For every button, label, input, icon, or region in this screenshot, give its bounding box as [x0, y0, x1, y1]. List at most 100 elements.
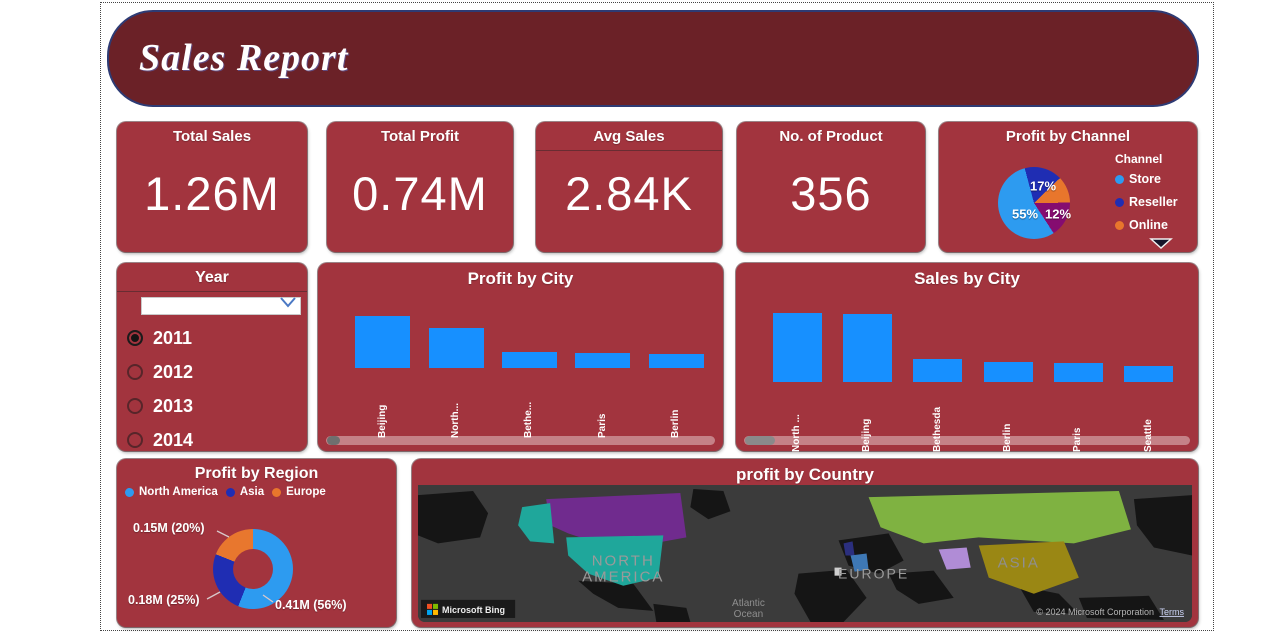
scrollbar-thumb[interactable]	[745, 436, 775, 445]
horizontal-scrollbar[interactable]	[744, 436, 1190, 445]
year-option-label: 2014	[153, 429, 194, 450]
legend-label: North America	[139, 486, 218, 498]
pie-percent-label: 55%	[1011, 206, 1039, 222]
bar-column: North ...	[772, 313, 822, 452]
bar-column: Paris	[575, 316, 631, 438]
map-country-france[interactable]	[850, 553, 869, 572]
pie-percent-label: 12%	[1044, 206, 1072, 222]
profit-by-region-card: Profit by Region North America Asia Europe…	[117, 459, 396, 627]
chevron-down-icon[interactable]	[278, 292, 298, 312]
map-label-ocean: Ocean	[734, 609, 763, 620]
map-attribution: © 2024 Microsoft Corporation	[1036, 607, 1154, 617]
donut-callout: 0.15M (20%)	[133, 521, 205, 535]
map-terms-link[interactable]: Terms	[1160, 607, 1185, 617]
legend-item-reseller[interactable]: Reseller	[1115, 195, 1191, 209]
kpi-label: No. of Product	[779, 128, 883, 145]
donut-ring[interactable]	[213, 529, 293, 609]
scrollbar-thumb[interactable]	[327, 436, 340, 445]
kpi-card-product-count[interactable]: No. of Product 356	[737, 122, 925, 252]
radio-unselected-icon[interactable]	[127, 432, 143, 448]
legend-scroll-down-icon[interactable]	[1149, 238, 1173, 249]
year-option-list: 2011 2012 2013 2014	[127, 321, 301, 457]
card-divider	[536, 150, 722, 151]
profit-by-city-card: Profit by City Beijing North... Bethe... Pa…	[318, 263, 723, 451]
year-option-2014[interactable]: 2014	[127, 423, 301, 457]
legend-dot-icon	[225, 487, 235, 497]
legend-item-store[interactable]: Store	[1115, 172, 1191, 186]
legend-item-north-america[interactable]: North America	[125, 486, 218, 498]
bar-berlin[interactable]	[648, 354, 704, 368]
region-legend: North America Asia Europe	[125, 486, 392, 498]
profit-by-channel-card: Profit by Channel 17% 55% 12% Channel St…	[939, 122, 1197, 252]
bar-bethesda[interactable]	[913, 359, 963, 382]
sales-by-city-card: Sales by City North ... Beijing Bethesda Be…	[736, 263, 1198, 452]
year-option-2011[interactable]: 2011	[127, 321, 301, 355]
radio-selected-icon[interactable]	[127, 330, 143, 346]
donut-callout: 0.41M (56%)	[275, 598, 347, 612]
bar-seattle[interactable]	[1124, 366, 1174, 382]
kpi-label: Total Profit	[380, 128, 460, 145]
kpi-label: Avg Sales	[593, 128, 665, 145]
year-slicer-card: Year 2011 2012 2013	[117, 263, 307, 451]
year-option-2013[interactable]: 2013	[127, 389, 301, 423]
map-label-europe: EUROPE	[838, 566, 909, 582]
bing-label: Microsoft Bing	[442, 605, 505, 615]
bar-paris[interactable]	[1053, 362, 1103, 382]
map-landmass	[418, 489, 1192, 622]
legend-dot-icon	[1115, 220, 1124, 230]
kpi-label: Total Sales	[172, 128, 252, 145]
year-dropdown[interactable]	[141, 297, 301, 315]
bar-beijing[interactable]	[842, 314, 892, 382]
kpi-card-avg-sales[interactable]: Avg Sales 2.84K	[536, 122, 722, 252]
radio-unselected-icon[interactable]	[127, 398, 143, 414]
dashboard-board: Sales Report Total Sales 1.26M Total Pro…	[100, 2, 1214, 631]
map-country-uk[interactable]	[843, 541, 855, 556]
chart-title: profit by Country	[736, 465, 874, 484]
map-country-alaska[interactable]	[518, 503, 555, 544]
horizontal-scrollbar[interactable]	[326, 436, 715, 445]
x-axis-label: Berlin	[670, 409, 682, 438]
map-country-kazakhstan[interactable]	[938, 547, 971, 570]
map-country-portugal[interactable]	[834, 567, 842, 576]
bar-column: Berlin	[983, 313, 1033, 452]
legend-title: Channel	[1115, 152, 1163, 166]
legend-item-asia[interactable]: Asia	[225, 486, 265, 498]
map-country-canada[interactable]	[546, 493, 687, 544]
map-country-china[interactable]	[978, 541, 1079, 594]
legend-label: Asia	[239, 486, 265, 498]
channel-legend: Channel Store Reseller Online	[1115, 152, 1191, 241]
year-option-label: 2012	[153, 361, 194, 382]
legend-label: Reseller	[1129, 195, 1178, 209]
year-option-2012[interactable]: 2012	[127, 355, 301, 389]
channel-pie-chart[interactable]	[998, 167, 1070, 239]
map-country-russia[interactable]	[868, 491, 1131, 544]
kpi-value: 1.26M	[144, 167, 280, 220]
legend-dot-icon	[272, 487, 282, 497]
region-donut-chart[interactable]	[213, 529, 293, 609]
bar-north[interactable]	[772, 313, 822, 382]
legend-item-online[interactable]: Online	[1115, 218, 1191, 232]
kpi-card-total-sales[interactable]: Total Sales 1.26M	[117, 122, 307, 252]
bar-column: Bethe...	[501, 316, 557, 438]
bar-north[interactable]	[428, 328, 484, 368]
radio-unselected-icon[interactable]	[127, 364, 143, 380]
legend-dot-icon	[1115, 174, 1124, 184]
x-axis-label: Bethe...	[523, 401, 535, 438]
bar-beijing[interactable]	[355, 316, 411, 368]
map-label-america: AMERICA	[582, 569, 664, 586]
bar-column: Bethesda	[913, 313, 963, 452]
profit-by-city-plot: Beijing North... Bethe... Paris Berlin	[346, 316, 713, 438]
world-map[interactable]: NORTH AMERICA EUROPE ASIA Atlantic Ocean…	[418, 485, 1192, 622]
bar-berlin[interactable]	[983, 362, 1033, 382]
kpi-card-total-profit[interactable]: Total Profit 0.74M	[327, 122, 513, 252]
bar-column: Berlin	[648, 316, 704, 438]
map-country-usa[interactable]	[566, 535, 664, 586]
x-axis-label: Beijing	[376, 404, 388, 438]
bar-paris[interactable]	[575, 353, 631, 368]
x-axis-label: Paris	[596, 413, 608, 438]
bar-column: Paris	[1053, 313, 1103, 452]
bar-bethe[interactable]	[501, 352, 557, 368]
map-label-asia: ASIA	[998, 555, 1040, 572]
legend-item-europe[interactable]: Europe	[272, 486, 326, 498]
